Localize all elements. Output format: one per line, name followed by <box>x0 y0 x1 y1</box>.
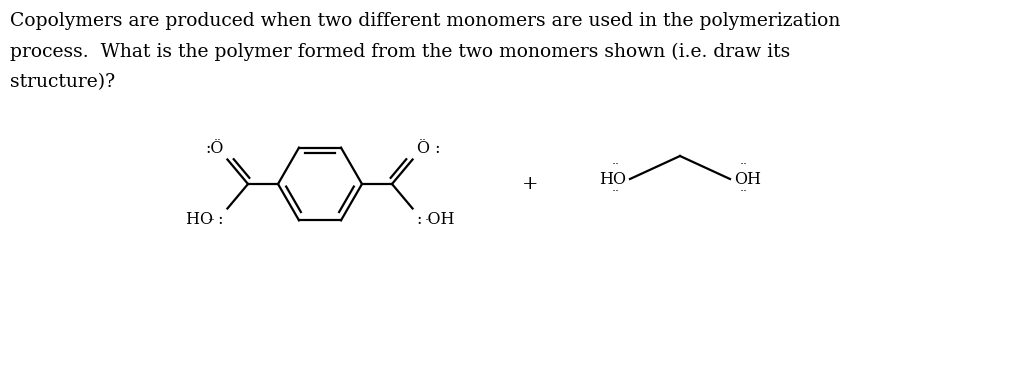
Text: HO :: HO : <box>186 211 223 227</box>
Text: Copolymers are produced when two different monomers are used in the polymerizati: Copolymers are produced when two differe… <box>10 12 841 30</box>
Text: : OH: : OH <box>417 211 454 227</box>
Text: ..: .. <box>740 181 748 194</box>
Text: ..: .. <box>612 181 620 194</box>
Text: :O: :O <box>205 141 223 157</box>
Text: ..: .. <box>419 131 427 144</box>
Text: process.  What is the polymer formed from the two monomers shown (i.e. draw its: process. What is the polymer formed from… <box>10 43 791 61</box>
Text: ..: .. <box>612 154 620 167</box>
Text: HO: HO <box>599 171 626 187</box>
Text: OH: OH <box>734 171 761 187</box>
Text: structure)?: structure)? <box>10 73 115 91</box>
Text: ..: .. <box>208 209 215 223</box>
Text: ..: .. <box>425 209 432 223</box>
Text: O :: O : <box>417 141 440 157</box>
Text: ..: .. <box>740 154 748 167</box>
Text: ..: .. <box>213 131 221 144</box>
Text: +: + <box>522 175 539 193</box>
